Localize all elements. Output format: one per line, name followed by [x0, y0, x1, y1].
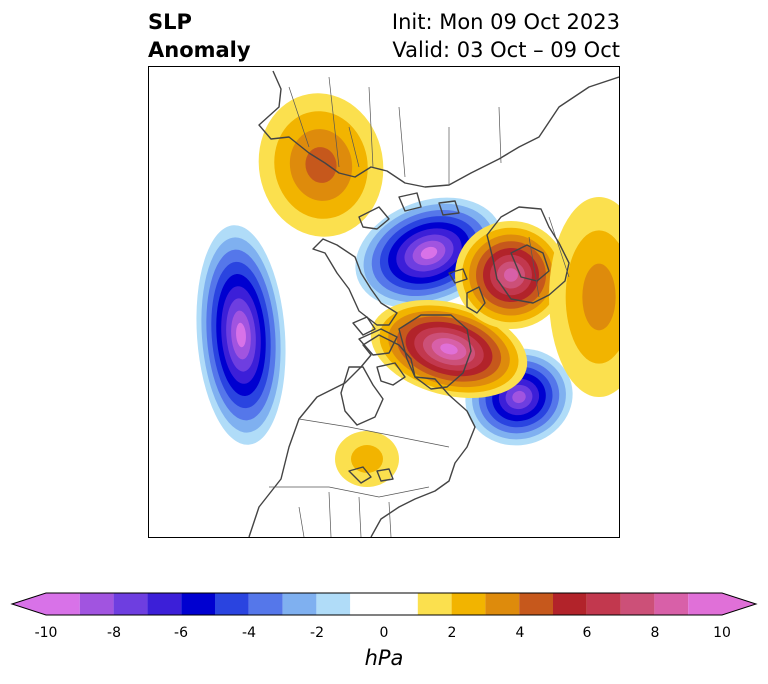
anomaly-center-high: [455, 221, 567, 329]
colorbar: [10, 592, 758, 616]
colorbar-swatch: [181, 593, 215, 615]
anomaly-center-high: [258, 93, 384, 237]
eurasia-coast: [258, 70, 619, 188]
colorbar-swatch: [620, 593, 655, 615]
valid-period: Valid: 03 Oct – 09 Oct: [392, 38, 620, 62]
colorbar-tick-label: 10: [713, 625, 731, 641]
colorbar-tick-label: -2: [310, 625, 324, 641]
colorbar-swatch: [316, 593, 351, 615]
anomaly-contour-fill: [440, 343, 458, 355]
map-svg: [196, 70, 619, 537]
colorbar-swatch: [654, 593, 689, 615]
colorbar-swatch: [417, 593, 452, 615]
colorbar-tick-label: 8: [650, 625, 660, 641]
colorbar-swatch: [451, 593, 486, 615]
anomaly-center-low: [196, 225, 286, 445]
anomaly-contour-fill: [236, 322, 246, 348]
hudson-bay-coast: [340, 366, 384, 426]
colorbar-swatch: [688, 593, 722, 615]
title-right: Init: Mon 09 Oct 2023 Valid: 03 Oct – 09…: [392, 8, 620, 64]
colorbar-tick-label: 6: [582, 625, 592, 641]
alaska-coast: [312, 238, 398, 326]
land-outlines: [248, 70, 619, 537]
title-quantity: Anomaly: [148, 38, 251, 62]
anomaly-contour-fill: [420, 246, 438, 260]
great-lakes: [348, 466, 394, 484]
colorbar-swatch: [586, 593, 621, 615]
colorbar-swatch: [113, 593, 148, 615]
colorbar-swatch: [79, 593, 114, 615]
anomaly-field: [196, 93, 619, 487]
arctic-islands-siberia: [358, 192, 460, 230]
uk-coast: [466, 286, 486, 314]
colorbar-swatch: [350, 593, 418, 615]
anomaly-contour-fill: [512, 390, 526, 404]
colorbar-tick-label: 2: [447, 625, 457, 641]
colorbar-tick-label: -10: [34, 625, 58, 641]
colorbar-swatch: [147, 593, 182, 615]
anomaly-center-high: [370, 299, 528, 399]
canada-arctic-islands: [352, 316, 406, 386]
colorbar-tick-label: 0: [379, 625, 389, 641]
colorbar-tick-label: -4: [242, 625, 256, 641]
scandinavia-coast: [510, 244, 550, 282]
colorbar-swatch: [485, 593, 520, 615]
colorbar-swatches: [10, 592, 758, 616]
borders: [269, 76, 570, 537]
colorbar-swatch: [282, 593, 317, 615]
colorbar-swatch: [248, 593, 283, 615]
colorbar-swatch: [46, 593, 80, 615]
colorbar-swatch: [215, 593, 249, 615]
colorbar-swatch: [553, 593, 587, 615]
colorbar-extend-min: [12, 593, 46, 615]
greenland-coast: [398, 314, 472, 390]
title-variable: SLP: [148, 10, 192, 34]
iceland-coast: [448, 268, 468, 284]
colorbar-swatch: [519, 593, 553, 615]
anomaly-center-high: [549, 197, 619, 397]
colorbar-unit-label: hPa: [364, 646, 404, 670]
colorbar-tick-label: -6: [174, 625, 188, 641]
anomaly-contour-fill: [582, 263, 616, 331]
anomaly-map: [148, 66, 620, 538]
init-time: Init: Mon 09 Oct 2023: [391, 10, 620, 34]
north-america-coast: [248, 334, 476, 537]
anomaly-contour-fill: [504, 268, 518, 282]
colorbar-outline: [10, 592, 758, 616]
colorbar-tick-label: -8: [107, 625, 121, 641]
colorbar-tick-label: 4: [515, 625, 525, 641]
anomaly-contour-fill: [351, 445, 383, 473]
title-left: SLP Anomaly: [148, 8, 251, 64]
colorbar-extend-max: [722, 593, 756, 615]
